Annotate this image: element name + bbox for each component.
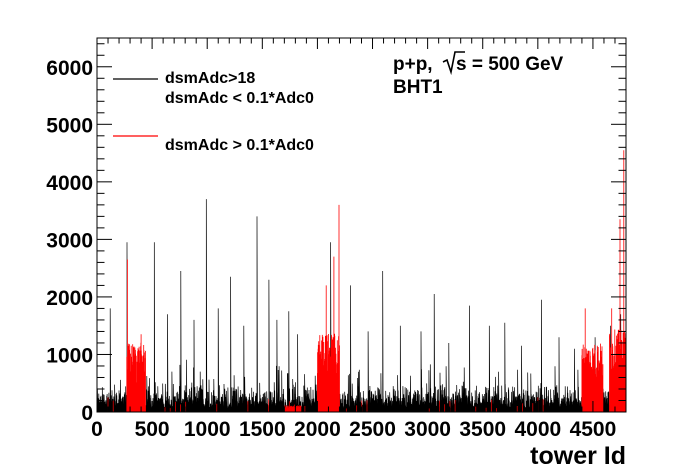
- y-tick-label: 1000: [46, 344, 93, 367]
- series-red-block-3: [581, 308, 604, 412]
- x-tick-label: 1500: [239, 418, 286, 441]
- legend-label-black: dsmAdc < 0.1*Adc0: [165, 90, 314, 107]
- x-tick-label: 2500: [349, 418, 396, 441]
- axes: 0 500 1000 1500 2000 2500 3000 3500 4000 4500 0 100…: [46, 37, 627, 441]
- annotation: p+p, s = 500 GeV BHT1: [393, 51, 564, 98]
- y-tick-label: 2000: [46, 287, 93, 310]
- x-axis-title: tower Id: [530, 442, 626, 470]
- series-red-block-0: [126, 259, 146, 412]
- x-tick-label: 3000: [404, 418, 451, 441]
- x-tick-label: 3500: [459, 418, 506, 441]
- legend-label-black: dsmAdc>18: [165, 70, 255, 87]
- y-tick-label: 4000: [46, 172, 93, 195]
- annotation-energy: s = 500 GeV: [456, 54, 564, 75]
- series-red-block-4: [609, 150, 626, 412]
- y-tick-label: 5000: [46, 114, 93, 137]
- plot-area: [97, 150, 626, 412]
- legend-label-red: dsmAdc > 0.1*Adc0: [165, 137, 314, 154]
- x-tick-label: 4000: [514, 418, 561, 441]
- x-tick-label: 4500: [570, 418, 617, 441]
- x-tick-label: 500: [135, 418, 170, 441]
- y-tick-label: 3000: [46, 229, 93, 252]
- series-black: [97, 199, 626, 412]
- y-tick-label: 6000: [46, 57, 93, 80]
- sqrt-icon: [442, 51, 465, 76]
- annotation-beam: p+p,: [393, 54, 433, 75]
- annotation-trigger: BHT1: [393, 77, 443, 98]
- x-tick-label: 2000: [294, 418, 341, 441]
- x-tick-label: 1000: [184, 418, 231, 441]
- y-tick-label: 0: [81, 402, 93, 425]
- legend: dsmAdc>18 dsmAdc < 0.1*Adc0 dsmAdc > 0.1*A…: [113, 70, 314, 154]
- series-red-block-2: [317, 204, 340, 412]
- x-tick-label: 0: [91, 418, 103, 441]
